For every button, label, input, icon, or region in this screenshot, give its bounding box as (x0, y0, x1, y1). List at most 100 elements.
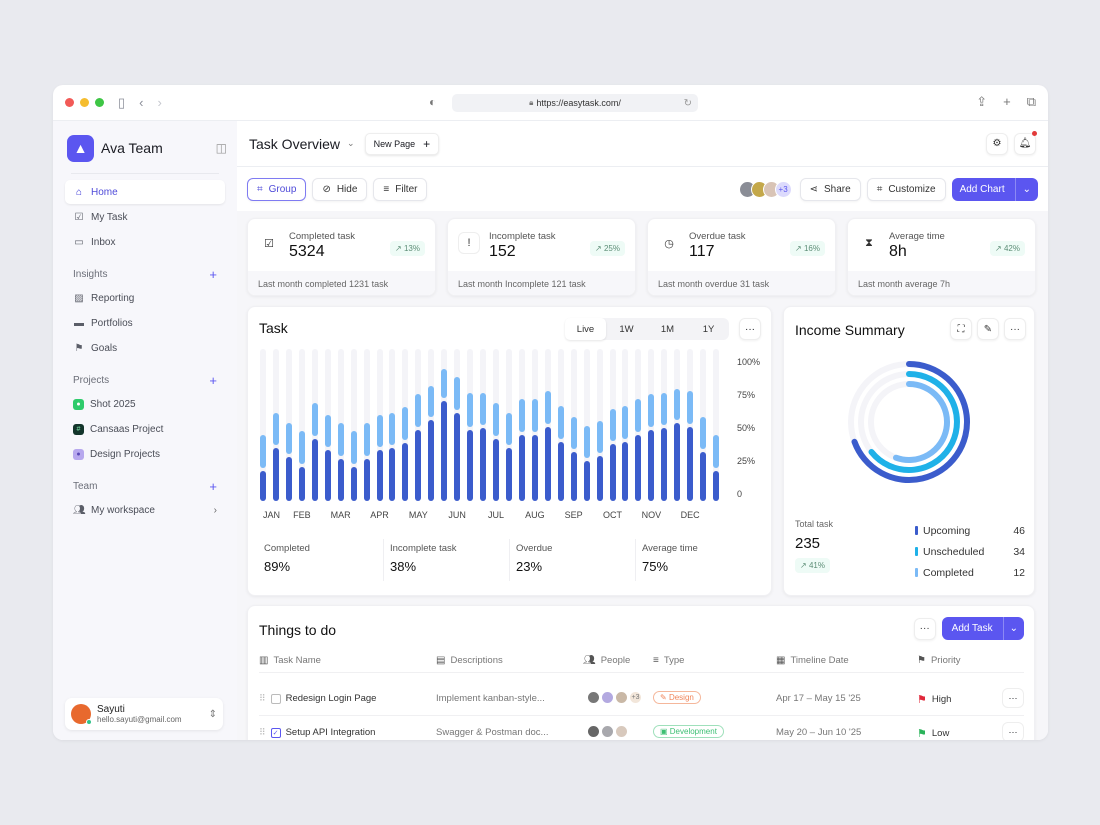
sidebar-item-inbox[interactable]: ▭ Inbox (65, 230, 225, 254)
bar-completed[interactable] (648, 429, 654, 501)
bar-stacked[interactable] (428, 386, 434, 418)
column-timeline-date[interactable]: ▦ Timeline Date (776, 655, 849, 666)
back-icon[interactable]: ‹ (139, 95, 144, 110)
notifications-button[interactable]: 🔔︎ (1014, 130, 1037, 155)
bar-stacked[interactable] (441, 369, 447, 398)
collapse-sidebar-icon[interactable]: ◫ (215, 141, 227, 155)
bar-stacked[interactable] (286, 423, 292, 455)
bar-stacked[interactable] (558, 405, 564, 439)
add-insight-icon[interactable]: + (209, 266, 217, 282)
add-project-icon[interactable]: + (209, 372, 217, 388)
bar-completed[interactable] (312, 438, 318, 501)
page-menu-chevron-icon[interactable]: ⌄ (347, 138, 355, 148)
bar-stacked[interactable] (506, 412, 512, 446)
bar-stacked[interactable] (519, 399, 525, 432)
row-more-button[interactable]: ··· (1002, 722, 1024, 740)
bar-completed[interactable] (571, 452, 577, 501)
chevron-down-icon[interactable]: ⌄ (1002, 617, 1024, 640)
bar-completed[interactable] (519, 435, 525, 501)
bar-completed[interactable] (389, 448, 395, 501)
new-page-button[interactable]: New Page + (364, 132, 440, 155)
bar-completed[interactable] (377, 449, 383, 501)
bar-stacked[interactable] (687, 391, 693, 425)
people-avatars[interactable]: +3 (587, 691, 642, 704)
chevron-down-icon[interactable]: ⌄ (1014, 177, 1038, 201)
tab-1m[interactable]: 1M (660, 323, 675, 335)
bar-completed[interactable] (622, 441, 628, 501)
bar-completed[interactable] (687, 427, 693, 501)
bar-stacked[interactable] (610, 408, 616, 442)
bar-stacked[interactable] (571, 416, 577, 450)
bar-completed[interactable] (545, 427, 551, 501)
bar-completed[interactable] (325, 449, 331, 501)
sidebar-item-shot-2025[interactable]: ● Shot 2025 (65, 392, 225, 416)
bar-stacked[interactable] (532, 399, 538, 432)
edit-button[interactable]: ✎ (977, 318, 999, 340)
column-descriptions[interactable]: ▤ Descriptions (436, 655, 503, 666)
bar-stacked[interactable] (597, 420, 603, 454)
add-team-icon[interactable]: + (209, 478, 217, 494)
sidebar-toggle-icon[interactable]: ▯ (118, 94, 126, 110)
bar-stacked[interactable] (389, 412, 395, 446)
bar-completed[interactable] (532, 435, 538, 501)
bar-completed[interactable] (273, 448, 279, 501)
sidebar-item-my-task[interactable]: ☑ My Task (65, 205, 225, 229)
drag-handle-icon[interactable]: ⠿ (259, 727, 266, 737)
bar-completed[interactable] (480, 428, 486, 501)
sidebar-item-portfolios[interactable]: ▬ Portfolios (65, 311, 225, 335)
new-tab-icon[interactable]: + (1003, 94, 1011, 109)
customize-button[interactable]: ⌗ Customize (866, 177, 946, 201)
column-task-name[interactable]: ▥ Task Name (259, 655, 321, 666)
bar-stacked[interactable] (325, 415, 331, 447)
bar-completed[interactable] (364, 458, 370, 501)
bar-completed[interactable] (338, 458, 344, 501)
bar-completed[interactable] (299, 466, 305, 501)
bar-stacked[interactable] (584, 425, 590, 459)
bar-completed[interactable] (286, 457, 292, 501)
bar-completed[interactable] (467, 429, 473, 501)
collaborator-avatars[interactable]: +3 (738, 180, 792, 198)
bar-completed[interactable] (441, 400, 447, 501)
bar-stacked[interactable] (260, 435, 266, 468)
bar-stacked[interactable] (312, 403, 318, 436)
filter-button[interactable]: ≡ Filter (373, 177, 428, 201)
bar-stacked[interactable] (402, 407, 408, 440)
bar-stacked[interactable] (622, 405, 628, 439)
bar-stacked[interactable] (648, 394, 654, 427)
bar-stacked[interactable] (674, 388, 680, 421)
column-people[interactable]: 👥︎ People (583, 655, 630, 666)
add-task-button[interactable]: Add Task ⌄ (941, 617, 1024, 640)
sidebar-item-my-workspace[interactable]: 👥︎ My workspace › (65, 498, 225, 522)
expand-button[interactable]: ⛶ (950, 318, 972, 340)
bar-stacked[interactable] (545, 391, 551, 425)
address-bar[interactable]: 🔒︎ https://easytask.com/ ↻ (452, 94, 698, 112)
bar-completed[interactable] (713, 470, 719, 501)
bar-stacked[interactable] (377, 415, 383, 447)
share-button[interactable]: ⋖ Share (799, 177, 861, 201)
bar-completed[interactable] (493, 438, 499, 501)
bar-completed[interactable] (428, 420, 434, 501)
bar-stacked[interactable] (351, 431, 357, 464)
bar-completed[interactable] (635, 435, 641, 501)
bar-stacked[interactable] (299, 431, 305, 464)
bar-completed[interactable] (584, 461, 590, 501)
task-checkbox[interactable] (270, 693, 281, 704)
bar-stacked[interactable] (661, 392, 667, 426)
bar-stacked[interactable] (467, 392, 473, 427)
column-type[interactable]: ≡ Type (653, 655, 684, 666)
bar-completed[interactable] (506, 448, 512, 501)
bar-completed[interactable] (415, 429, 421, 501)
group-button[interactable]: ⌗ Group (247, 177, 307, 201)
bar-stacked[interactable] (713, 435, 719, 468)
bar-completed[interactable] (674, 423, 680, 501)
bar-stacked[interactable] (364, 423, 370, 456)
bar-completed[interactable] (661, 428, 667, 501)
bar-completed[interactable] (597, 456, 603, 501)
bar-completed[interactable] (454, 412, 460, 501)
tab-1w[interactable]: 1W (619, 323, 634, 335)
bar-stacked[interactable] (480, 392, 486, 426)
share-page-icon[interactable]: ⇪ (976, 94, 988, 109)
sidebar-item-reporting[interactable]: ▨ Reporting (65, 286, 225, 310)
user-switcher[interactable]: Sayuti hello.sayuti@gmail.com ⇕ (65, 698, 223, 730)
todo-more-button[interactable]: ··· (913, 617, 936, 640)
